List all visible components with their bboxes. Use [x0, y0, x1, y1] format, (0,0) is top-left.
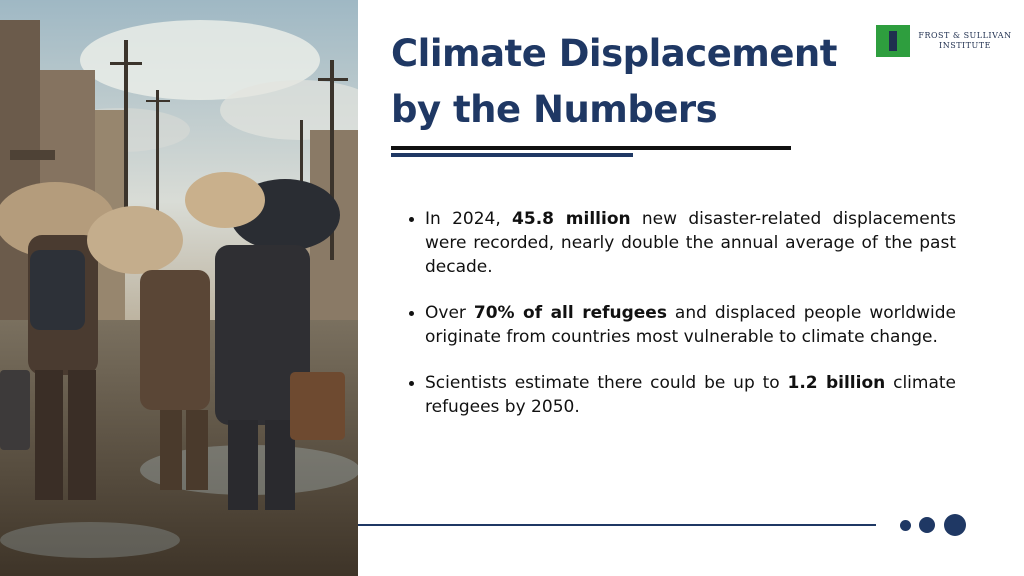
- slide-title-line-2: by the Numbers: [391, 88, 718, 131]
- bullet-text-bold: 45.8 million: [512, 209, 631, 229]
- slide-title-line-1: Climate Displacement: [391, 32, 837, 75]
- bullet-text-pre: Scientists estimate there could be up to: [425, 373, 788, 393]
- bullet-text-pre: In 2024,: [425, 209, 513, 229]
- medium-dot-icon: [919, 517, 935, 533]
- bullet-text-post: climate refugees by 2050.: [425, 373, 956, 417]
- logo-line-2: INSTITUTE: [939, 41, 991, 50]
- list-item: In 2024, 45.8 million new disaster-relat…: [407, 207, 956, 279]
- large-dot-icon: [944, 514, 966, 536]
- bullet-dot-icon: [409, 381, 414, 386]
- bullet-text-pre: Over: [425, 303, 474, 323]
- institute-pillar-icon: [876, 25, 910, 57]
- small-dot-icon: [900, 520, 911, 531]
- bullet-text-bold: 70% of all refugees: [473, 303, 667, 323]
- slide-title: Climate Displacement by the Numbers: [391, 26, 861, 138]
- bullet-dot-icon: [409, 217, 414, 222]
- title-underline-black: [391, 146, 791, 150]
- displaced-people-photo: [0, 0, 358, 576]
- logo-wordmark: FROST & SULLIVAN INSTITUTE: [916, 31, 1014, 51]
- footer-divider: [358, 524, 876, 526]
- list-item: Over 70% of all refugees and displaced p…: [407, 301, 956, 349]
- bullet-text-post: and displaced people worldwide originate…: [425, 303, 957, 347]
- bullet-dot-icon: [409, 311, 414, 316]
- logo-line-1: FROST & SULLIVAN: [918, 31, 1012, 40]
- title-underline-navy: [391, 153, 633, 157]
- bullet-text-post: new disaster-related displacements were …: [425, 209, 956, 277]
- list-item: Scientists estimate there could be up to…: [407, 371, 956, 419]
- frost-sullivan-logo: FROST & SULLIVAN INSTITUTE: [876, 25, 1016, 59]
- decorative-dots: [900, 514, 970, 538]
- bullet-text-bold: 1.2 billion: [787, 373, 886, 393]
- statistics-list: In 2024, 45.8 million new disaster-relat…: [407, 207, 956, 441]
- pillar-mark: [889, 31, 897, 51]
